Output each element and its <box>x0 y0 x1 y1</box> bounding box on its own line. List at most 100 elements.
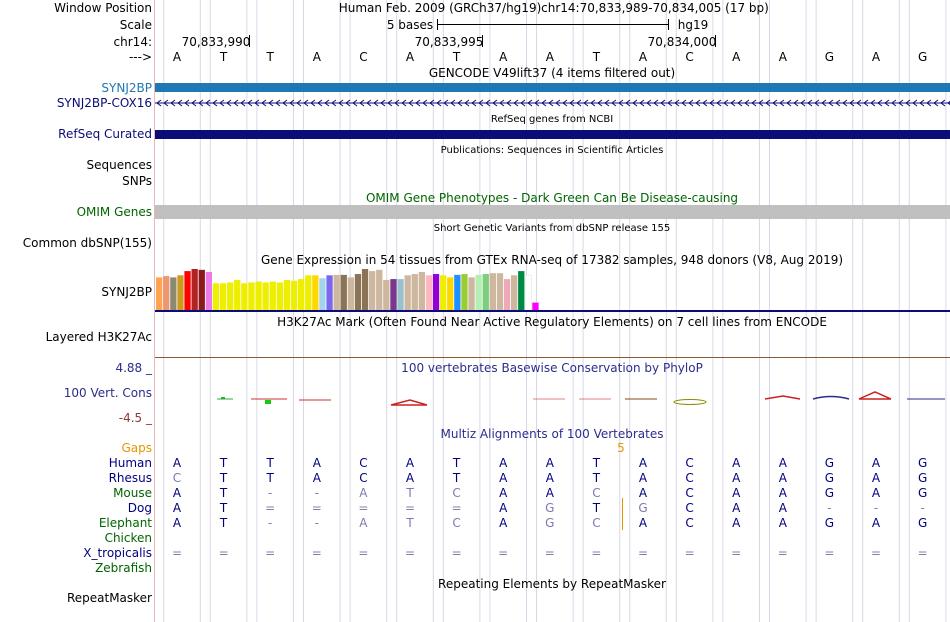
dbsnp-track-label[interactable]: Common dbSNP(155) <box>22 236 152 250</box>
dbsnp-title[interactable]: Short Genetic Variants from dbSNP releas… <box>433 223 671 234</box>
gtex-tissue-bar[interactable] <box>404 275 411 311</box>
gtex-tissue-bar[interactable] <box>432 274 440 311</box>
gtex-tissue-bar[interactable] <box>347 277 354 311</box>
gtex-tissue-bar[interactable] <box>518 271 525 311</box>
refseq-title[interactable]: RefSeq genes from NCBI <box>490 114 614 125</box>
gtex-tissue-bar[interactable] <box>354 274 362 311</box>
gtex-title[interactable]: Gene Expression in 54 tissues from GTEx … <box>260 253 844 267</box>
gtex-tissue-bar[interactable] <box>440 275 447 311</box>
gtex-tissue-bar[interactable] <box>219 283 227 311</box>
gtex-tissue-bar[interactable] <box>262 282 269 311</box>
gtex-tissue-bar[interactable] <box>290 280 298 311</box>
gtex-tissue-bar[interactable] <box>503 279 511 311</box>
gtex-tissue-bar[interactable] <box>361 269 369 311</box>
species-label-mouse[interactable]: Mouse <box>113 486 152 500</box>
gtex-tissue-bar[interactable] <box>163 276 170 311</box>
aligned-base: T <box>406 486 414 500</box>
phylop-title[interactable]: 100 vertebrates Basewise Conservation by… <box>401 361 703 375</box>
gtex-tissue-bar[interactable] <box>248 282 255 311</box>
multiz-title[interactable]: Multiz Alignments of 100 Vertebrates <box>440 427 664 441</box>
strand-chevron <box>681 99 687 107</box>
species-label-chicken[interactable]: Chicken <box>104 531 152 545</box>
omim-phenotype-block[interactable] <box>155 205 950 219</box>
gtex-tissue-bar[interactable] <box>489 273 496 311</box>
species-label-human[interactable]: Human <box>108 456 152 470</box>
gtex-tissue-bar[interactable] <box>212 283 220 311</box>
gencode-track-label[interactable]: SYNJ2BP-COX16 <box>56 96 152 110</box>
aligned-base: A <box>638 516 648 530</box>
phylop-conservation-glyphs[interactable] <box>155 388 950 410</box>
gtex-tissue-bar[interactable] <box>496 273 504 311</box>
strand-chevron <box>464 99 470 107</box>
gtex-tissue-bar[interactable] <box>524 274 533 311</box>
gtex-tissue-bar[interactable] <box>454 274 461 311</box>
aligned-base: G <box>545 516 555 530</box>
strand-chevron <box>191 99 197 107</box>
gtex-tissue-bar[interactable] <box>397 279 404 311</box>
repeatmasker-track-label[interactable]: RepeatMasker <box>66 591 152 605</box>
species-label-dog[interactable]: Dog <box>127 501 152 515</box>
gtex-tissue-bar[interactable] <box>475 274 482 311</box>
gtex-tissue-bar[interactable] <box>227 282 234 311</box>
phylop-track-label[interactable]: 100 Vert. Cons <box>63 386 152 400</box>
omim-title[interactable]: OMIM Gene Phenotypes - Dark Green Can Be… <box>365 191 739 205</box>
gtex-tissue-bar[interactable] <box>283 279 291 311</box>
gtex-tissue-bar[interactable] <box>461 274 468 311</box>
gtex-tissue-bar[interactable] <box>369 271 376 311</box>
gtex-tissue-bar[interactable] <box>425 275 433 311</box>
gtex-tissue-bar[interactable] <box>184 271 191 311</box>
strand-chevron <box>898 99 904 107</box>
publications-sequences-label[interactable]: Sequences <box>86 158 152 172</box>
species-label-rhesus[interactable]: Rhesus <box>108 471 152 485</box>
gtex-tissue-bar[interactable] <box>532 302 539 311</box>
gtex-tissue-bar[interactable] <box>390 279 397 311</box>
refseq-track-label[interactable]: RefSeq Curated <box>58 127 152 141</box>
gtex-tissue-bar[interactable] <box>241 283 248 311</box>
publications-snps-label[interactable]: SNPs <box>122 174 152 188</box>
species-alignment-row: A T = = = = = A G T G C A A - - - <box>155 501 950 515</box>
gtex-tissue-bar[interactable] <box>482 274 489 311</box>
gtex-track-label[interactable]: SYNJ2BP <box>101 285 152 299</box>
synj2bp-cox16-intron-line[interactable] <box>155 98 950 108</box>
h3k27ac-title[interactable]: H3K27Ac Mark (Often Found Near Active Re… <box>277 315 827 329</box>
gaps-label[interactable]: Gaps <box>121 441 152 455</box>
gtex-tissue-bar[interactable] <box>205 271 212 311</box>
species-label-x_tropicalis[interactable]: X_tropicalis <box>83 546 152 560</box>
gtex-tissue-bar[interactable] <box>198 269 205 311</box>
gtex-tissue-bar[interactable] <box>276 282 283 311</box>
gtex-tissue-bar[interactable] <box>177 275 184 311</box>
gencode-track-label[interactable]: SYNJ2BP <box>101 81 152 95</box>
gtex-tissue-bar[interactable] <box>234 279 241 311</box>
gtex-tissue-bar[interactable] <box>156 277 163 311</box>
gtex-tissue-bar[interactable] <box>340 274 347 311</box>
gtex-tissue-bar[interactable] <box>312 275 319 311</box>
gtex-tissue-bar[interactable] <box>511 275 518 311</box>
gtex-tissue-bar[interactable] <box>326 275 333 311</box>
gtex-tissue-bar[interactable] <box>191 269 198 311</box>
species-label-elephant[interactable]: Elephant <box>98 516 152 530</box>
refseq-gene-block[interactable] <box>155 130 950 139</box>
gtex-tissue-bar[interactable] <box>255 281 262 311</box>
strand-chevron <box>947 100 950 106</box>
window-position-value[interactable]: chr14:70,833,989-70,834,005 (17 bp) <box>541 1 769 15</box>
omim-track-label[interactable]: OMIM Genes <box>76 205 152 219</box>
gtex-tissue-bar[interactable] <box>269 281 276 311</box>
gtex-tissue-bar[interactable] <box>298 279 305 311</box>
gtex-tissue-bar[interactable] <box>376 269 383 311</box>
h3k27ac-track-label[interactable]: Layered H3K27Ac <box>45 330 152 344</box>
gtex-tissue-bar[interactable] <box>319 278 326 311</box>
species-label-zebrafish[interactable]: Zebrafish <box>95 561 152 575</box>
gencode-title[interactable]: GENCODE V49lift37 (4 items filtered out) <box>428 66 676 80</box>
repeatmasker-title[interactable]: Repeating Elements by RepeatMasker <box>438 577 666 591</box>
gtex-tissue-bar[interactable] <box>333 274 340 311</box>
gtex-tissue-bar[interactable] <box>411 274 418 311</box>
publications-title[interactable]: Publications: Sequences in Scientific Ar… <box>440 145 664 156</box>
gtex-tissue-bar[interactable] <box>383 279 390 311</box>
gtex-tissue-bar[interactable] <box>305 275 312 311</box>
gtex-expression-bars[interactable] <box>155 268 950 311</box>
gtex-tissue-bar[interactable] <box>418 271 425 311</box>
gtex-tissue-bar[interactable] <box>468 277 475 311</box>
gtex-tissue-bar[interactable] <box>447 277 454 311</box>
gtex-tissue-bar[interactable] <box>170 277 177 311</box>
synj2bp-gene-block[interactable] <box>155 83 950 92</box>
